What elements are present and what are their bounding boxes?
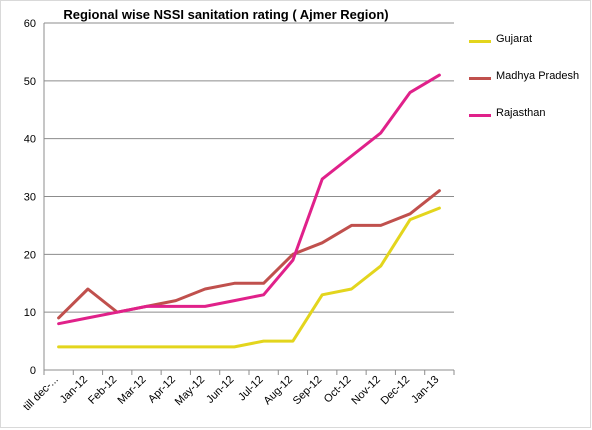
series-line-gujarat [57,206,441,349]
y-tick-label: 20 [24,249,36,261]
y-tick-label: 40 [24,134,36,146]
legend-swatch [469,40,491,43]
legend-label: Madhya Pradesh [496,70,580,82]
x-tick-label: Feb-12 [86,374,119,407]
x-tick-label: Jun-12 [204,374,236,406]
legend-swatch [469,114,491,117]
x-tick-label: Jan-13 [409,374,441,406]
y-tick-label: 30 [24,192,36,204]
chart-title: Regional wise NSSI sanitation rating ( A… [63,7,389,22]
x-tick-label: Aug-12 [261,374,295,408]
legend-swatch [469,77,491,80]
y-tick-label: 0 [30,365,36,377]
y-tick-label: 60 [24,18,36,30]
legend-label: Gujarat [496,33,533,45]
x-tick-label: Nov-12 [349,374,383,408]
y-tick-label: 50 [24,76,36,88]
x-tick-label: till dec-... [21,374,61,414]
x-tick-label: Mar-12 [115,374,148,407]
legend-label: Rajasthan [496,107,546,119]
x-tick-label: Dec-12 [379,374,413,408]
x-tick-label: Oct-12 [322,374,354,406]
x-tick-label: May-12 [173,374,207,408]
series-line-rajasthan [57,73,441,326]
y-tick-label: 10 [24,307,36,319]
x-tick-label: Sep-12 [291,374,325,408]
x-tick-label: Jan-12 [58,374,90,406]
